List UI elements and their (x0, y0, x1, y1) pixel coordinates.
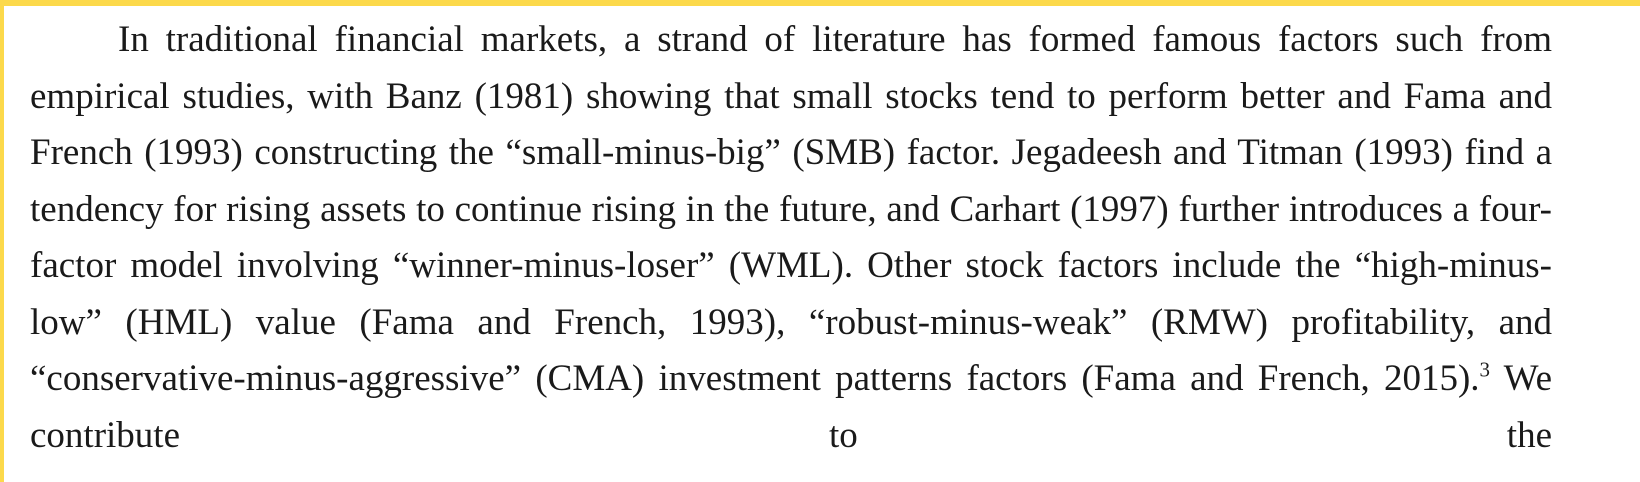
paragraph-text-continued: We contribute to the (30, 358, 1552, 456)
body-paragraph: In traditional financial markets, a stra… (30, 12, 1552, 464)
footnote-marker[interactable]: 3 (1479, 357, 1491, 382)
paragraph-text-main: In traditional financial markets, a stra… (30, 19, 1552, 399)
